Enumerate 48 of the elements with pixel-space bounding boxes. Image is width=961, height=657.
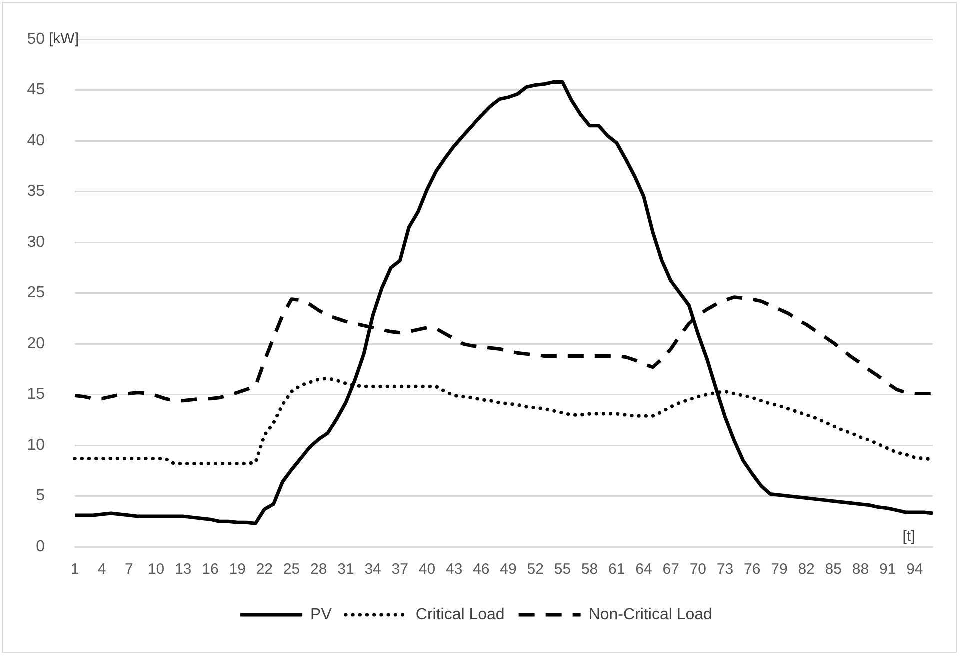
x-tick-label: 37: [392, 561, 408, 578]
y-tick-label: 15: [27, 386, 46, 404]
y-tick-label: 30: [27, 234, 46, 251]
x-tick-label: 49: [500, 561, 517, 578]
y-tick-label: 45: [27, 82, 46, 99]
x-tick-label: 79: [771, 561, 788, 578]
y-tick-label: 5: [36, 488, 46, 505]
legend-label: Non-Critical Load: [588, 606, 712, 624]
y-tick-label: 25: [27, 284, 46, 302]
x-tick-label: 22: [256, 561, 274, 578]
x-tick-label: 52: [527, 561, 544, 578]
x-tick-label: 34: [364, 561, 382, 578]
x-tick-label: 91: [880, 561, 896, 578]
y-tick-label: 10: [27, 436, 46, 454]
x-tick-label: 61: [608, 561, 626, 578]
y-tick-label: 0: [36, 538, 46, 556]
x-tick-label: 40: [418, 561, 436, 578]
x-tick-label: 85: [825, 561, 842, 578]
x-tick-label: 13: [175, 561, 192, 578]
x-tick-label: 55: [554, 561, 572, 578]
x-tick-label: 76: [744, 561, 761, 578]
y-tick-label: 35: [27, 183, 46, 200]
y-tick-label: 50: [27, 31, 46, 48]
x-tick-label: 7: [125, 561, 134, 578]
x-tick-label: 28: [310, 561, 328, 578]
x-tick-label: 58: [581, 561, 598, 578]
legend-label: PV: [310, 606, 332, 624]
x-tick-label: 10: [148, 561, 165, 578]
x-tick-label: 25: [283, 561, 300, 578]
y-tick-label: 20: [27, 335, 46, 352]
x-tick-label: 16: [202, 561, 219, 578]
x-tick-label: 31: [338, 561, 354, 578]
x-tick-label: 94: [906, 561, 924, 578]
x-tick-label: 73: [716, 561, 734, 578]
x-tick-label: 82: [798, 561, 815, 578]
y-tick-label: 40: [27, 132, 46, 150]
x-tick-label: 4: [98, 561, 106, 578]
x-tick-label: 46: [473, 561, 490, 578]
x-tick-label: 70: [690, 561, 707, 578]
x-tick-label: 64: [636, 561, 652, 578]
legend-label: Critical Load: [416, 606, 505, 624]
x-tick-label: 19: [229, 561, 246, 578]
x-tick-label: 67: [662, 561, 680, 578]
x-axis-title: [t]: [902, 528, 916, 546]
y-axis-title: [kW]: [49, 30, 79, 48]
x-tick-label: 1: [70, 561, 80, 578]
x-tick-label: 43: [446, 561, 463, 578]
x-tick-label: 88: [852, 561, 870, 578]
